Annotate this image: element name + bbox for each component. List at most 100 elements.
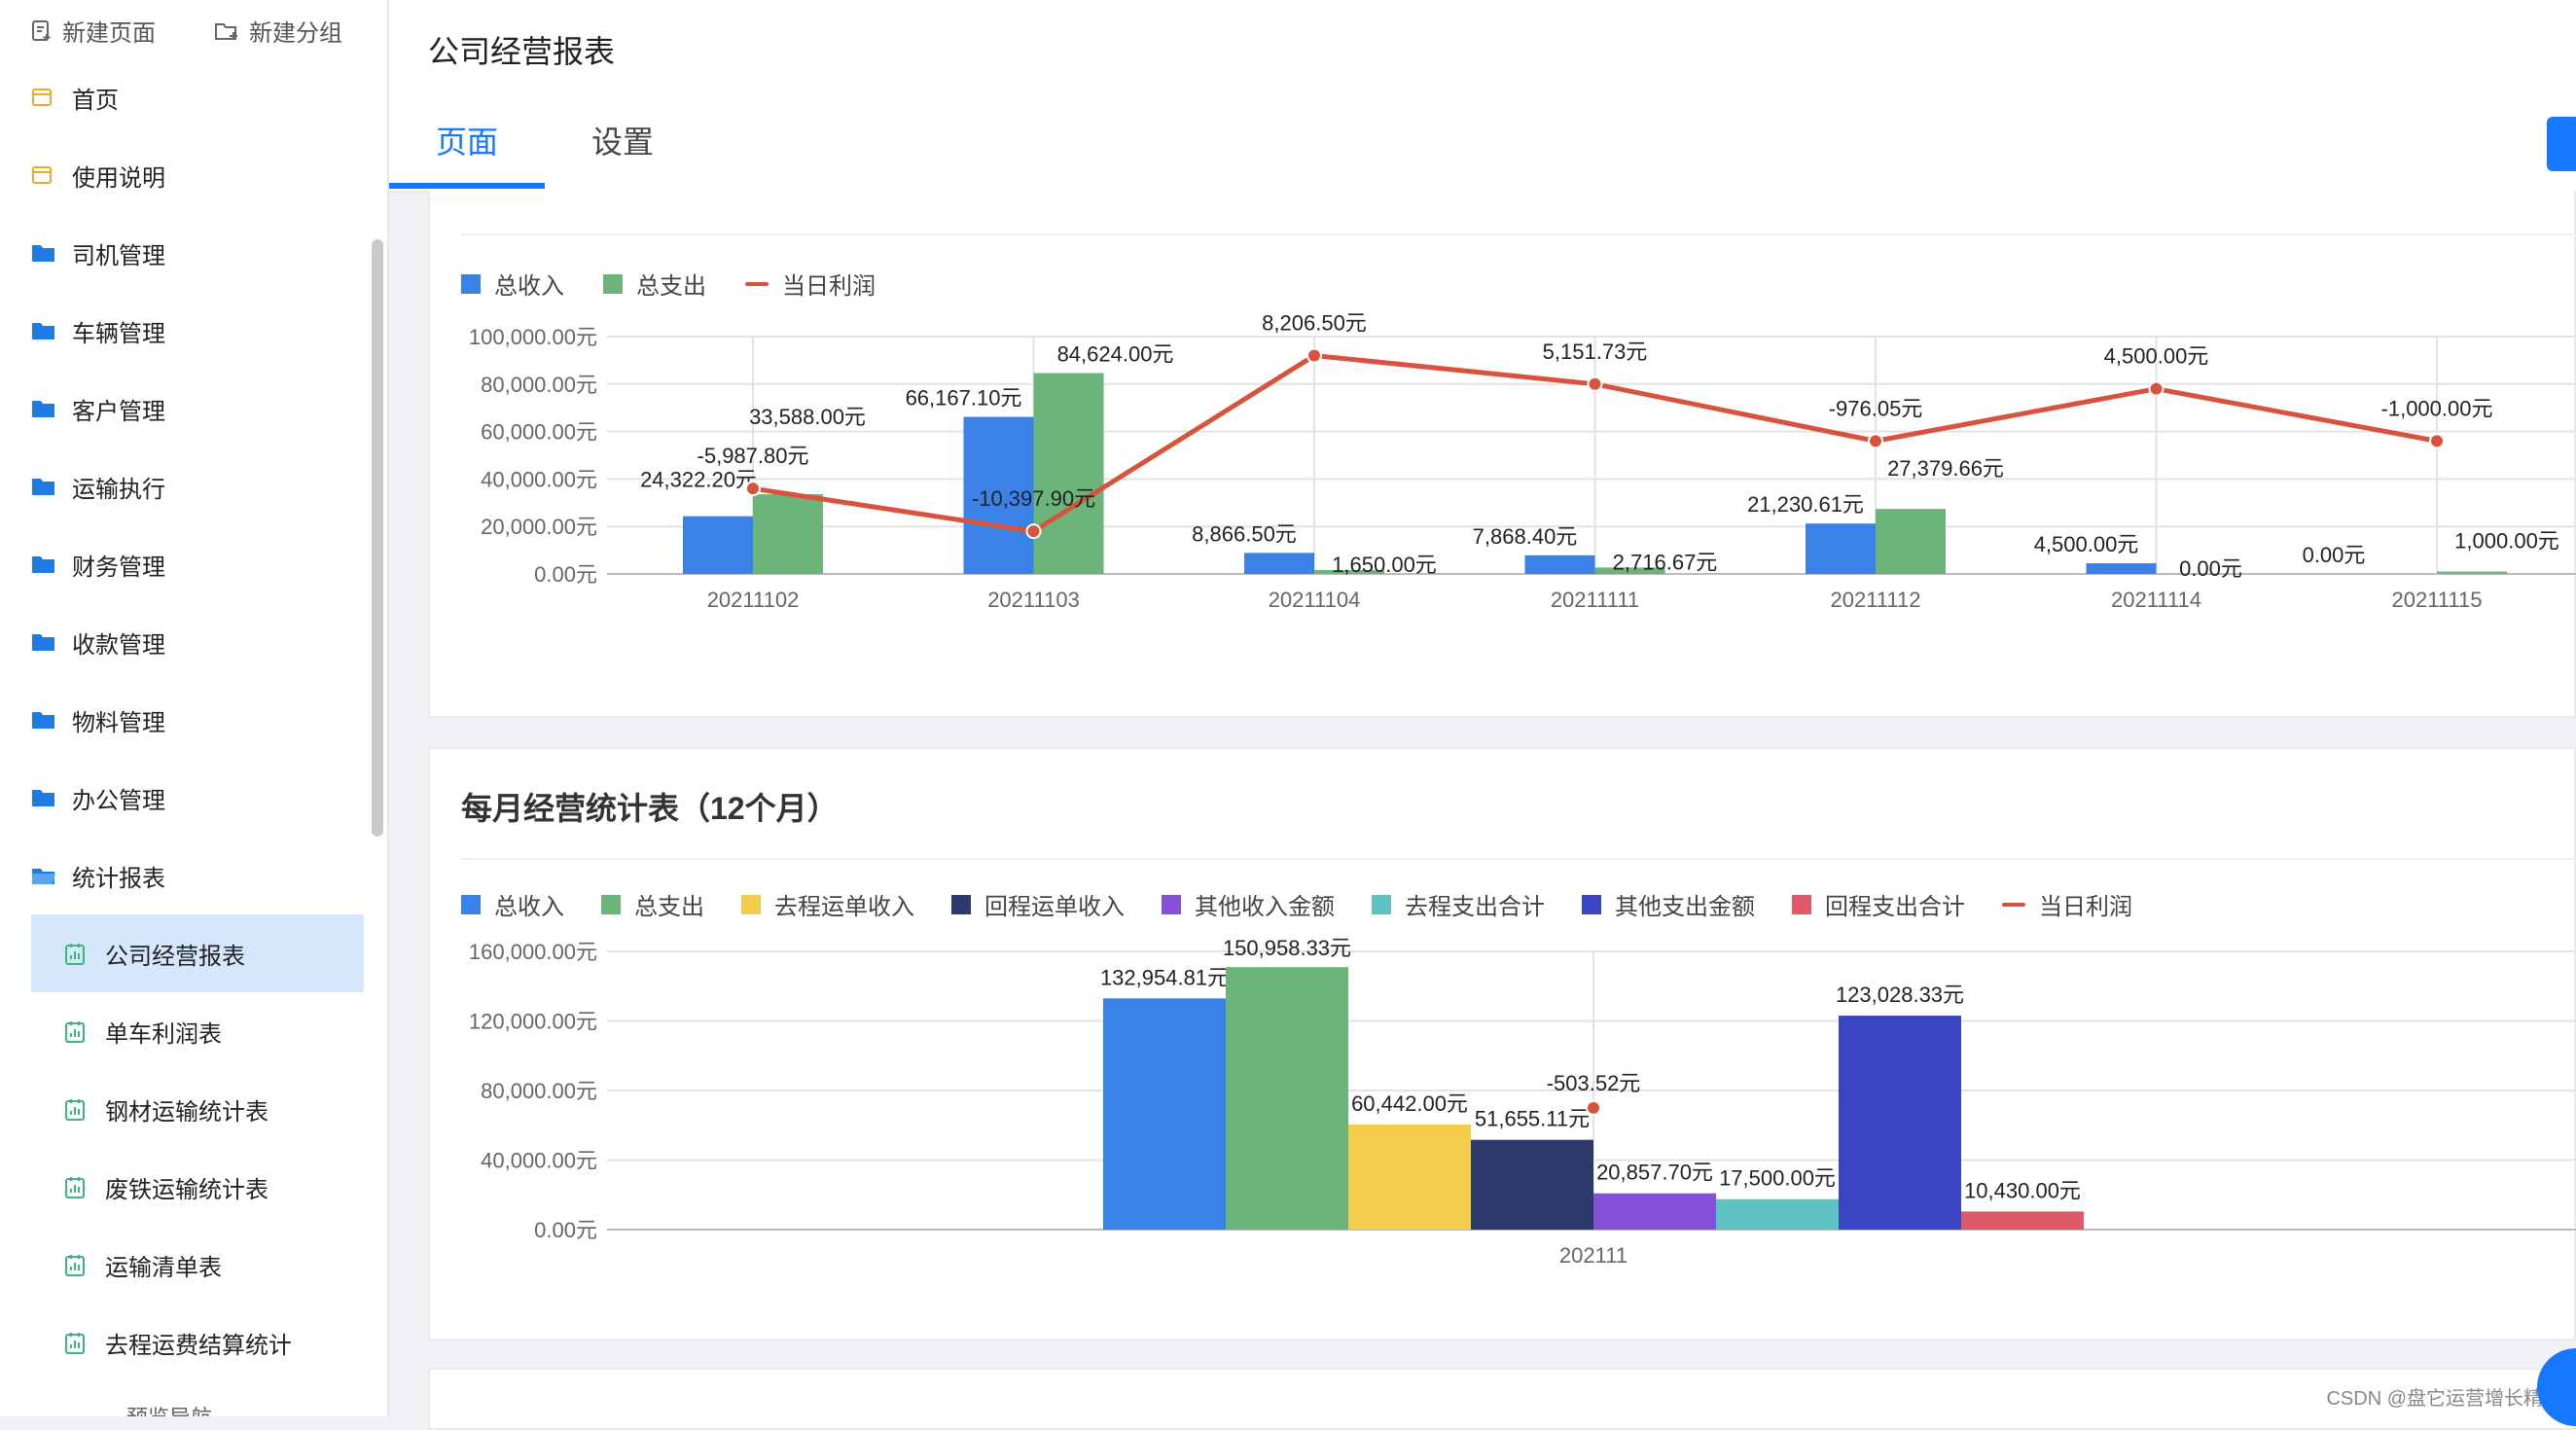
legend-item-3[interactable]: 回程运单收入 — [951, 887, 1125, 921]
sidebar-item-16[interactable]: 去程运费结算统计 — [0, 1304, 387, 1381]
chart1-legend: 总收入 总支出 当日利润 — [461, 267, 876, 301]
bar-other-expense — [1839, 1016, 1961, 1230]
legend-item-2[interactable]: 去程运单收入 — [741, 887, 914, 921]
legend-swatch — [951, 894, 971, 914]
sidebar-actions: 新建页面 新建分组 — [31, 14, 342, 48]
legend-item-7[interactable]: 回程支出合计 — [1792, 887, 1965, 921]
new-page-button[interactable]: 新建页面 — [31, 14, 156, 48]
data-label: 132,954.81元 — [1100, 965, 1229, 989]
data-label: 10,430.00元 — [1964, 1178, 2081, 1202]
legend-item-6[interactable]: 其他支出金额 — [1582, 887, 1755, 921]
daily-profit-card: 总收入 总支出 当日利润 0.00元 20,000.00元 40,000.00元 60… — [428, 191, 2576, 718]
bar-expense — [2437, 571, 2507, 574]
sidebar-item-6[interactable]: 财务管理 — [0, 525, 387, 603]
sidebar-item-12[interactable]: 单车利润表 — [0, 992, 387, 1070]
data-label: 24,322.20元 — [640, 468, 757, 492]
y-tick-label: 0.00元 — [534, 562, 597, 587]
sidebar-scrollbar[interactable] — [372, 239, 383, 837]
bar-revenue — [1244, 553, 1314, 574]
sidebar-item-13[interactable]: 钢材运输统计表 — [0, 1070, 387, 1148]
profit-point — [1586, 1099, 1601, 1116]
legend-item-expense[interactable]: 总支出 — [603, 267, 706, 301]
page-header: 公司经营报表 页面 设置 — [389, 0, 2576, 193]
sidebar-item-label: 司机管理 — [72, 242, 165, 269]
bar-revenue — [963, 416, 1034, 574]
chart2-title: 每月经营统计表（12个月） — [461, 791, 839, 826]
data-label: 2,716.67元 — [1613, 550, 1718, 574]
data-label: 0.00元 — [2179, 556, 2242, 581]
legend-item-1[interactable]: 总支出 — [601, 887, 704, 921]
sidebar-item-5[interactable]: 运输执行 — [0, 447, 387, 525]
sidebar-item-14[interactable]: 废铁运输统计表 — [0, 1148, 387, 1226]
sidebar-item-label: 使用说明 — [72, 164, 165, 192]
data-label: -503.52元 — [1547, 1071, 1641, 1095]
new-page-label: 新建页面 — [62, 20, 156, 47]
data-label: 27,379.66元 — [1887, 456, 2004, 481]
bar-revenue — [2086, 563, 2157, 574]
page-icon — [31, 164, 56, 186]
tab-page[interactable]: 页面 — [389, 117, 546, 189]
bar-expense — [1226, 967, 1348, 1230]
folder-icon — [31, 242, 56, 264]
folder-icon — [31, 787, 56, 808]
legend-item-0[interactable]: 总收入 — [461, 887, 564, 921]
new-folder-icon — [215, 22, 237, 40]
tab-settings[interactable]: 设置 — [591, 125, 655, 160]
bar-return-expense — [1961, 1211, 2084, 1230]
report-icon — [64, 1176, 89, 1198]
bar-revenue — [1103, 998, 1226, 1230]
sidebar-item-7[interactable]: 收款管理 — [0, 603, 387, 681]
sidebar-menu: 首页使用说明司机管理车辆管理 客户管理 运输执行 财务管理 收款管理 物料管理 办公管理 统计… — [0, 58, 387, 1381]
sidebar-item-10[interactable]: 统计报表 — [0, 837, 387, 914]
legend-item-revenue[interactable]: 总收入 — [461, 267, 564, 301]
legend-item-8[interactable]: 当日利润 — [2002, 887, 2132, 921]
sidebar-item-0[interactable]: 首页 — [0, 58, 387, 136]
y-tick-label: 0.00元 — [534, 1218, 597, 1242]
data-label: 66,167.10元 — [906, 386, 1022, 411]
card-divider — [461, 233, 2574, 235]
legend-item-5[interactable]: 去程支出合计 — [1372, 887, 1545, 921]
sidebar-item-3[interactable]: 车辆管理 — [0, 292, 387, 370]
bar-expense — [1594, 567, 1665, 574]
folder-icon — [31, 320, 56, 341]
data-label: 51,655.11元 — [1475, 1107, 1590, 1131]
y-tick-label: 60,000.00元 — [481, 420, 597, 445]
legend-item-profit[interactable]: 当日利润 — [745, 267, 876, 301]
x-tick-label: 20211111 — [1551, 588, 1639, 612]
data-label: 84,624.00元 — [1057, 342, 1174, 367]
sidebar-bottom-label[interactable]: 预览导航 — [126, 1401, 212, 1416]
sidebar-item-11[interactable]: 公司经营报表 — [31, 914, 364, 992]
sidebar-item-label: 首页 — [72, 87, 119, 114]
bar-return-income — [1471, 1139, 1593, 1230]
header-action-button[interactable] — [2547, 117, 2576, 171]
legend-label: 回程运单收入 — [984, 894, 1125, 920]
legend-item-4[interactable]: 其他收入金额 — [1162, 887, 1335, 921]
sidebar-item-2[interactable]: 司机管理 — [0, 214, 387, 292]
watermark: CSDN @盘它运营增长精选 — [2326, 1388, 2562, 1410]
sidebar-item-9[interactable]: 办公管理 — [0, 759, 387, 837]
data-label: 5,151.73元 — [1543, 340, 1648, 364]
legend-label: 当日利润 — [782, 273, 876, 300]
data-label: 1,650.00元 — [1332, 553, 1437, 577]
x-tick-label: 202111 — [1559, 1243, 1628, 1268]
sidebar-item-4[interactable]: 客户管理 — [0, 370, 387, 447]
legend-swatch — [2002, 902, 2025, 907]
folder-icon — [31, 631, 56, 653]
folder-icon — [31, 709, 56, 731]
report-icon — [64, 943, 89, 965]
y-tick-label: 40,000.00元 — [481, 467, 597, 491]
data-label: 4,500.00元 — [2034, 532, 2139, 556]
bar-expense — [1876, 509, 1946, 574]
sidebar-item-1[interactable]: 使用说明 — [0, 136, 387, 214]
data-label: 1,000.00元 — [2454, 529, 2559, 554]
legend-swatch — [1582, 894, 1601, 914]
profit-point — [1587, 375, 1603, 392]
legend-swatch — [601, 894, 621, 914]
legend-label: 其他支出金额 — [1615, 894, 1755, 920]
new-group-label: 新建分组 — [249, 20, 342, 47]
data-label: 150,958.33元 — [1223, 936, 1351, 960]
sidebar-item-8[interactable]: 物料管理 — [0, 681, 387, 759]
new-group-button[interactable]: 新建分组 — [214, 14, 342, 48]
sidebar-item-15[interactable]: 运输清单表 — [0, 1226, 387, 1304]
sidebar-item-label: 去程运费结算统计 — [105, 1332, 292, 1359]
